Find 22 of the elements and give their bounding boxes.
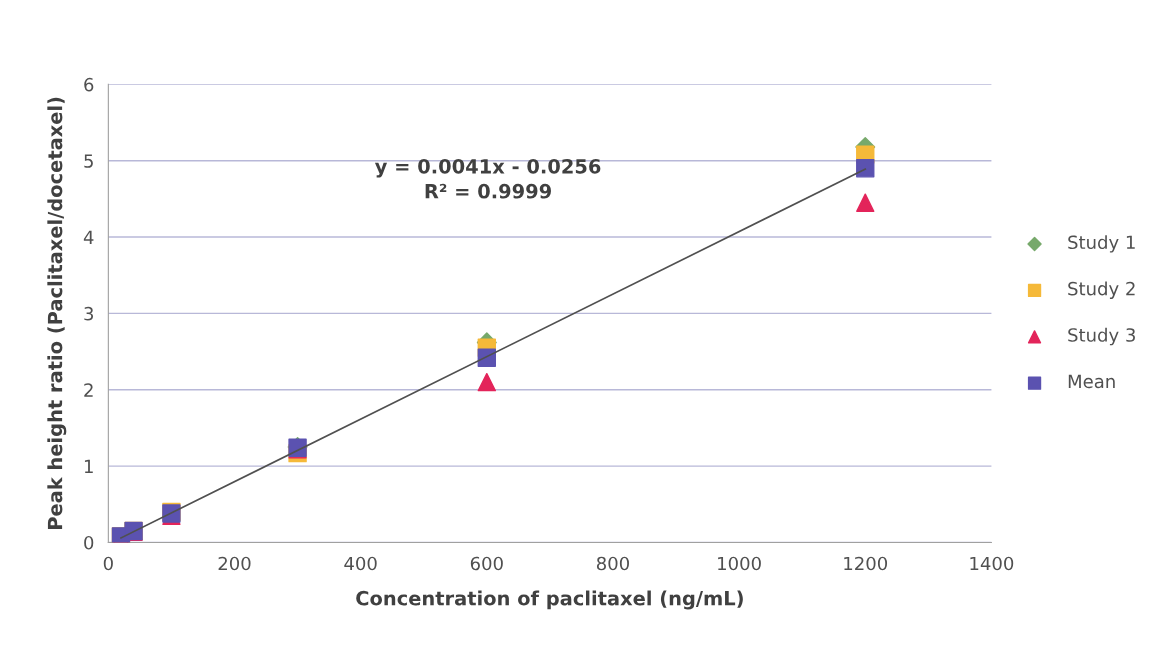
x-axis-title: Concentration of paclitaxel (ng/mL) xyxy=(356,590,743,610)
legend-label: Study 2 xyxy=(1068,281,1135,299)
y-tick-label: 0 xyxy=(84,535,94,550)
x-tick-label: 0 xyxy=(103,556,113,571)
y-tick-label: 6 xyxy=(84,77,94,92)
annotation: y = 0.0041x - 0.0256 R² = 0.9999 xyxy=(374,158,601,199)
y-tick-label: 4 xyxy=(83,230,94,244)
x-tick-label: 1400 xyxy=(970,556,1014,571)
x-tick-label: 800 xyxy=(596,556,629,571)
y-tick-label: 3 xyxy=(84,306,94,321)
y-tick-label: 2 xyxy=(84,383,93,397)
x-tick-label: 600 xyxy=(470,556,503,571)
legend-label: Study 1 xyxy=(1068,235,1135,253)
x-tick-label: 400 xyxy=(344,556,377,571)
legend-label: Mean xyxy=(1068,374,1115,389)
legend-label: Study 3 xyxy=(1068,327,1135,346)
x-tick-label: 200 xyxy=(218,556,251,571)
y-tick-label: 1 xyxy=(84,459,93,473)
y-axis-title: Peak height ratio (Paclitaxel/docetaxel) xyxy=(47,97,67,530)
y-tick-label: 5 xyxy=(84,154,93,168)
x-tick-label: 1200 xyxy=(844,556,888,571)
x-tick-label: 1000 xyxy=(718,556,761,571)
